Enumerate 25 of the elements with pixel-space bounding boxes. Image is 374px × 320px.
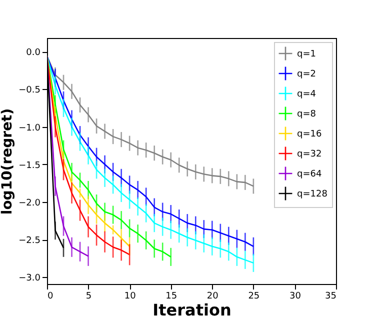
- legend-label: q=32: [297, 150, 322, 160]
- legend-label: q=16: [297, 130, 322, 140]
- x-tick-label: 25: [248, 292, 260, 302]
- legend-label: q=4: [297, 90, 316, 100]
- legend-label: q=64: [297, 170, 322, 180]
- x-tick-label: 35: [325, 292, 336, 302]
- y-tick-label: −2.5: [18, 236, 40, 246]
- x-tick-label: 30: [289, 292, 302, 302]
- x-tick-label: 20: [206, 292, 219, 302]
- legend-label: q=8: [297, 110, 316, 120]
- y-tick-label: −3.0: [18, 274, 41, 284]
- x-tick-label: 0: [48, 292, 54, 302]
- y-tick-label: −0.5: [18, 86, 40, 96]
- legend-label: q=2: [297, 70, 316, 80]
- legend-label: q=1: [297, 50, 316, 60]
- x-tick-label: 5: [86, 292, 92, 302]
- x-tick-label: 10: [124, 292, 136, 302]
- y-tick-label: −1.0: [18, 123, 41, 134]
- x-axis-title: Iteration: [152, 300, 232, 320]
- y-tick-label: 0.0: [26, 48, 41, 58]
- x-tick-label: 15: [166, 292, 178, 302]
- y-tick-label: −2.0: [18, 198, 41, 208]
- y-axis-title: log10(regret): [0, 108, 16, 215]
- y-tick-label: −1.5: [18, 160, 40, 171]
- legend-label: q=128: [297, 190, 328, 200]
